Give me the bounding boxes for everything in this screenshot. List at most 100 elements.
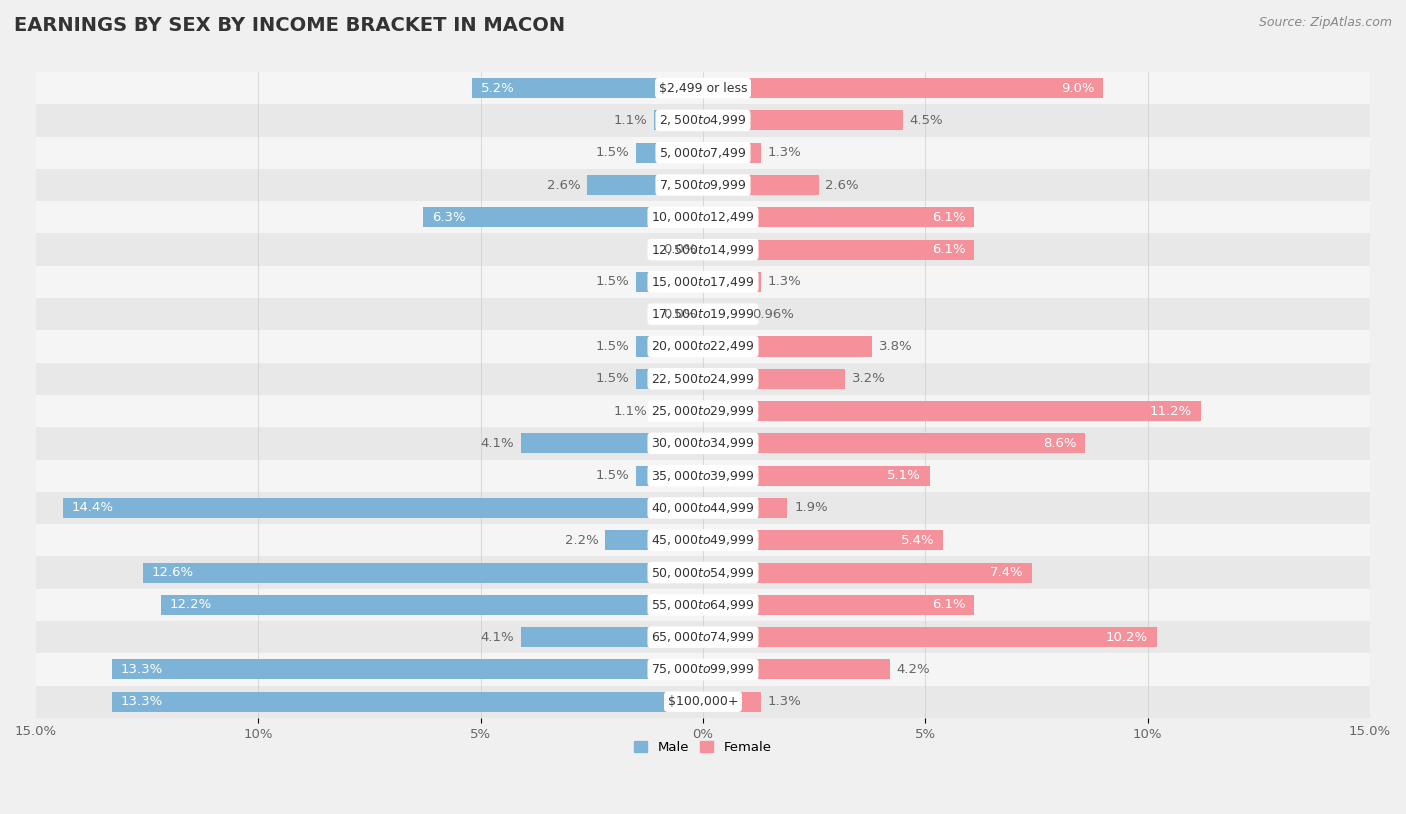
Text: 1.5%: 1.5% [596,275,630,288]
Text: 1.5%: 1.5% [596,147,630,160]
Text: 1.5%: 1.5% [596,469,630,482]
Text: 4.1%: 4.1% [481,437,515,450]
Text: 8.6%: 8.6% [1043,437,1077,450]
Bar [37,427,1369,460]
Text: 4.1%: 4.1% [481,631,515,644]
Text: 1.3%: 1.3% [768,275,801,288]
Bar [37,589,1369,621]
Bar [703,530,943,550]
Bar [111,659,703,680]
Bar [703,142,761,163]
Text: 1.5%: 1.5% [596,372,630,385]
Text: $35,000 to $39,999: $35,000 to $39,999 [651,469,755,483]
Bar [37,234,1369,265]
Text: 12.2%: 12.2% [170,598,212,611]
Bar [703,498,787,518]
Bar [703,111,903,130]
Bar [703,208,974,227]
Text: 2.2%: 2.2% [565,534,599,547]
Bar [703,78,1104,98]
Bar [703,401,1201,421]
Bar [703,627,1157,647]
Bar [37,524,1369,557]
Bar [37,621,1369,654]
Text: 4.2%: 4.2% [897,663,929,676]
Bar [111,692,703,711]
Bar [654,111,703,130]
Bar [143,562,703,583]
Text: 3.8%: 3.8% [879,340,912,353]
Bar [37,201,1369,234]
Text: 10.2%: 10.2% [1105,631,1147,644]
Bar [703,595,974,615]
Text: 15.0%: 15.0% [1348,725,1391,738]
Text: $25,000 to $29,999: $25,000 to $29,999 [651,404,755,418]
Text: 6.3%: 6.3% [432,211,465,224]
Text: 13.3%: 13.3% [121,663,163,676]
Text: 7.4%: 7.4% [990,566,1024,579]
Text: 2.6%: 2.6% [547,178,581,191]
Text: $7,500 to $9,999: $7,500 to $9,999 [659,178,747,192]
Legend: Male, Female: Male, Female [628,736,778,759]
Bar [703,466,929,486]
Text: 13.3%: 13.3% [121,695,163,708]
Text: $30,000 to $34,999: $30,000 to $34,999 [651,436,755,450]
Bar [37,460,1369,492]
Bar [37,492,1369,524]
Bar [637,336,703,357]
Text: $65,000 to $74,999: $65,000 to $74,999 [651,630,755,644]
Text: 11.2%: 11.2% [1150,405,1192,418]
Bar [703,239,974,260]
Bar [703,659,890,680]
Text: 1.9%: 1.9% [794,501,828,514]
Text: 6.1%: 6.1% [932,243,966,256]
Text: 14.4%: 14.4% [72,501,114,514]
Bar [703,433,1085,453]
Text: EARNINGS BY SEX BY INCOME BRACKET IN MACON: EARNINGS BY SEX BY INCOME BRACKET IN MAC… [14,16,565,35]
Bar [423,208,703,227]
Text: 0.96%: 0.96% [752,308,794,321]
Text: $55,000 to $64,999: $55,000 to $64,999 [651,597,755,612]
Bar [37,265,1369,298]
Bar [472,78,703,98]
Text: 5.2%: 5.2% [481,81,515,94]
Text: 4.5%: 4.5% [910,114,943,127]
Text: 5.4%: 5.4% [901,534,934,547]
Bar [703,562,1032,583]
Text: 1.3%: 1.3% [768,147,801,160]
Text: $20,000 to $22,499: $20,000 to $22,499 [651,339,755,353]
Bar [37,395,1369,427]
Bar [37,72,1369,104]
Text: $2,499 or less: $2,499 or less [659,81,747,94]
Bar [37,168,1369,201]
Text: 1.3%: 1.3% [768,695,801,708]
Bar [63,498,703,518]
Text: 15.0%: 15.0% [15,725,58,738]
Text: $45,000 to $49,999: $45,000 to $49,999 [651,533,755,547]
Bar [37,557,1369,589]
Bar [37,363,1369,395]
Text: $15,000 to $17,499: $15,000 to $17,499 [651,275,755,289]
Text: $12,500 to $14,999: $12,500 to $14,999 [651,243,755,256]
Text: 12.6%: 12.6% [152,566,194,579]
Bar [703,692,761,711]
Bar [37,137,1369,168]
Bar [37,104,1369,137]
Text: 9.0%: 9.0% [1060,81,1094,94]
Bar [37,685,1369,718]
Bar [637,272,703,292]
Text: 6.1%: 6.1% [932,211,966,224]
Text: $40,000 to $44,999: $40,000 to $44,999 [651,501,755,515]
Text: $22,500 to $24,999: $22,500 to $24,999 [651,372,755,386]
Text: 6.1%: 6.1% [932,598,966,611]
Text: $100,000+: $100,000+ [668,695,738,708]
Bar [37,654,1369,685]
Text: $17,500 to $19,999: $17,500 to $19,999 [651,307,755,322]
Bar [637,369,703,389]
Bar [520,433,703,453]
Text: 1.5%: 1.5% [596,340,630,353]
Bar [520,627,703,647]
Text: 1.1%: 1.1% [613,114,647,127]
Text: 2.6%: 2.6% [825,178,859,191]
Text: 0.0%: 0.0% [662,308,696,321]
